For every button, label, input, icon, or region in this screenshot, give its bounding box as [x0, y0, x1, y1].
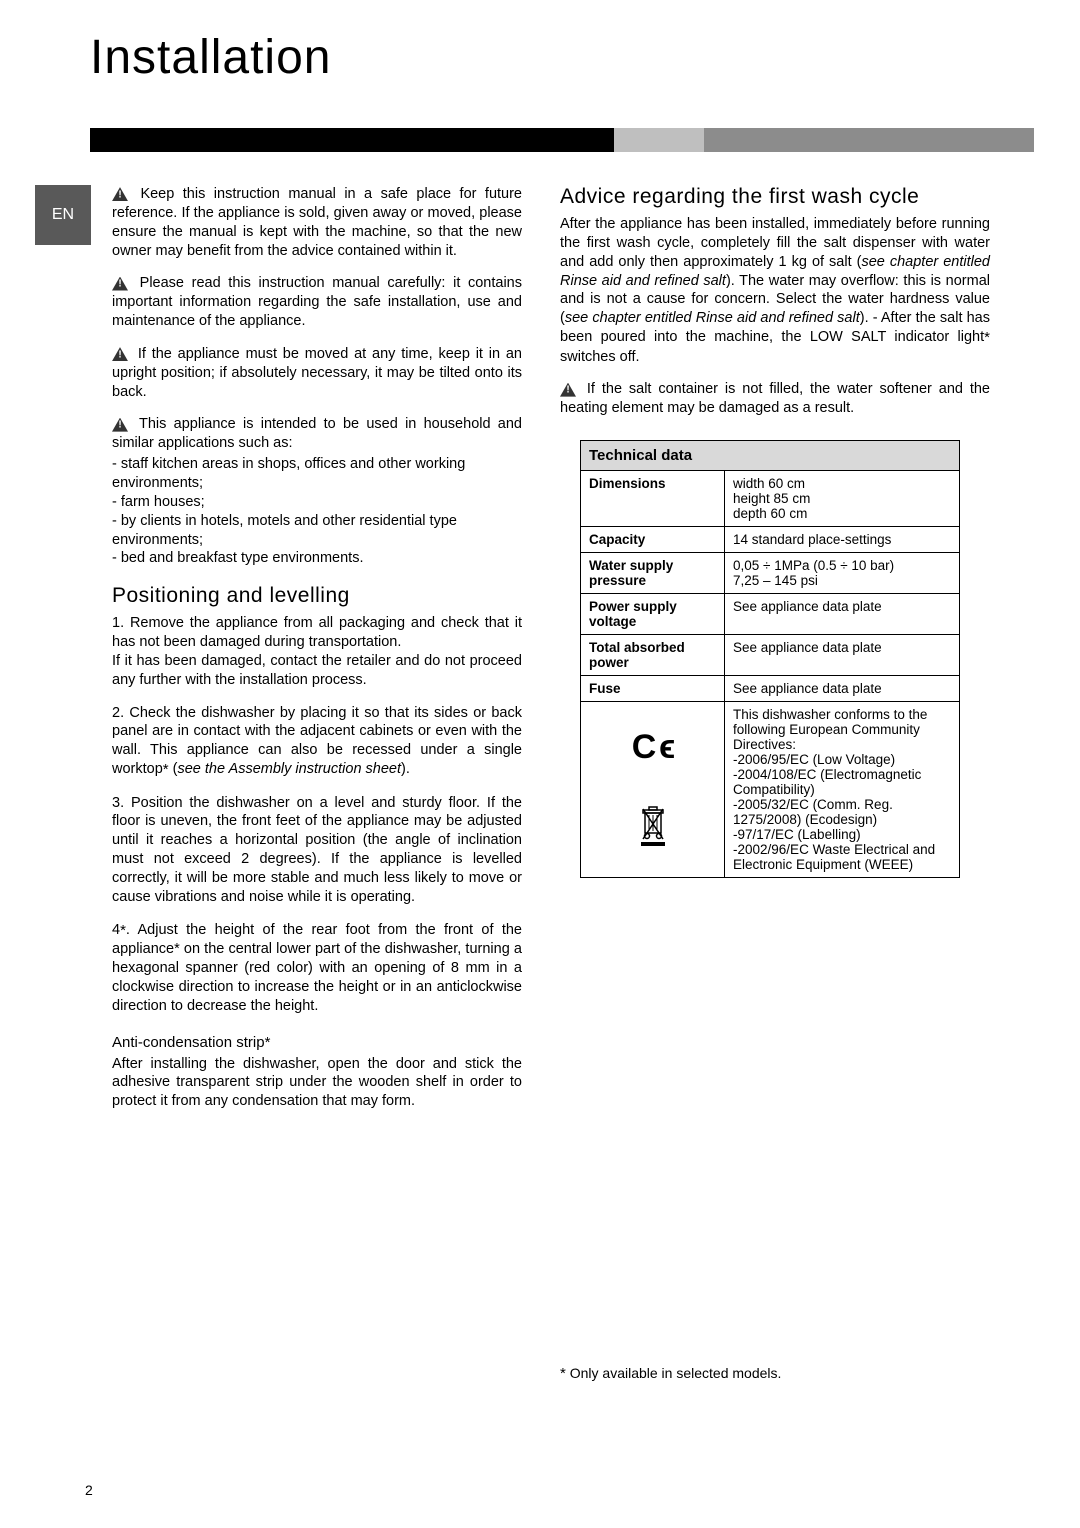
warning-icon [112, 187, 128, 201]
positioning-step-2: 2. Check the dishwasher by placing it so… [112, 704, 522, 780]
table-row: Water supply pressure0,05 ÷ 1MPa (0.5 ÷ … [581, 553, 960, 594]
table-row-ce: C ϵ [581, 702, 960, 878]
positioning-heading: Positioning and levelling [112, 584, 522, 608]
header-bar-lightgray [614, 128, 704, 152]
warning-moving: If the appliance must be moved at any ti… [112, 345, 522, 402]
ce-directives-text: This dishwasher conforms to the followin… [725, 702, 960, 878]
table-row: Total absorbed powerSee appliance data p… [581, 635, 960, 676]
warning-icon [560, 383, 576, 397]
technical-data-table: Technical data Dimensionswidth 60 cm hei… [580, 440, 960, 878]
use-list-item: - bed and breakfast type environments. [112, 549, 522, 568]
warning-read-carefully: Please read this instruction manual care… [112, 274, 522, 331]
warning-icon [112, 277, 128, 291]
warning-icon [112, 418, 128, 432]
positioning-step-4: 4*. Adjust the height of the rear foot f… [112, 921, 522, 1016]
warning-keep-manual: Keep this instruction manual in a safe p… [112, 185, 522, 260]
positioning-step-1: 1. Remove the appliance from all packagi… [112, 614, 522, 652]
header-bar-gray [704, 128, 1034, 152]
advice-heading: Advice regarding the first wash cycle [560, 185, 990, 209]
ce-mark-icon: C ϵ [589, 720, 716, 775]
language-tab: EN [35, 185, 91, 245]
page-number: 2 [85, 1482, 93, 1498]
footnote: * Only available in selected models. [560, 1365, 781, 1382]
table-row: Capacity14 standard place-settings [581, 527, 960, 553]
table-row: Power supply voltageSee appliance data p… [581, 594, 960, 635]
table-row: Dimensionswidth 60 cm height 85 cm depth… [581, 471, 960, 527]
use-list-item: - by clients in hotels, motels and other… [112, 512, 522, 550]
weee-bin-icon [589, 775, 716, 854]
left-column: Keep this instruction manual in a safe p… [112, 185, 522, 1125]
warning-icon [112, 347, 128, 361]
anti-condensation-text: After installing the dishwasher, open th… [112, 1055, 522, 1112]
page-title: Installation [90, 30, 331, 85]
positioning-step-1b: If it has been damaged, contact the reta… [112, 652, 522, 690]
advice-text: After the appliance has been installed, … [560, 215, 990, 366]
table-row: FuseSee appliance data plate [581, 676, 960, 702]
warning-salt-container: If the salt container is not filled, the… [560, 380, 990, 418]
warning-intended-use: This appliance is intended to be used in… [112, 415, 522, 453]
anti-condensation-heading: Anti-condensation strip* [112, 1034, 522, 1051]
use-list-item: - farm houses; [112, 493, 522, 512]
header-bar-black [90, 128, 614, 152]
tech-table-header: Technical data [581, 441, 960, 471]
use-list-item: - staff kitchen areas in shops, offices … [112, 455, 522, 493]
positioning-step-3: 3. Position the dishwasher on a level an… [112, 794, 522, 907]
right-column: Advice regarding the first wash cycle Af… [560, 185, 990, 878]
